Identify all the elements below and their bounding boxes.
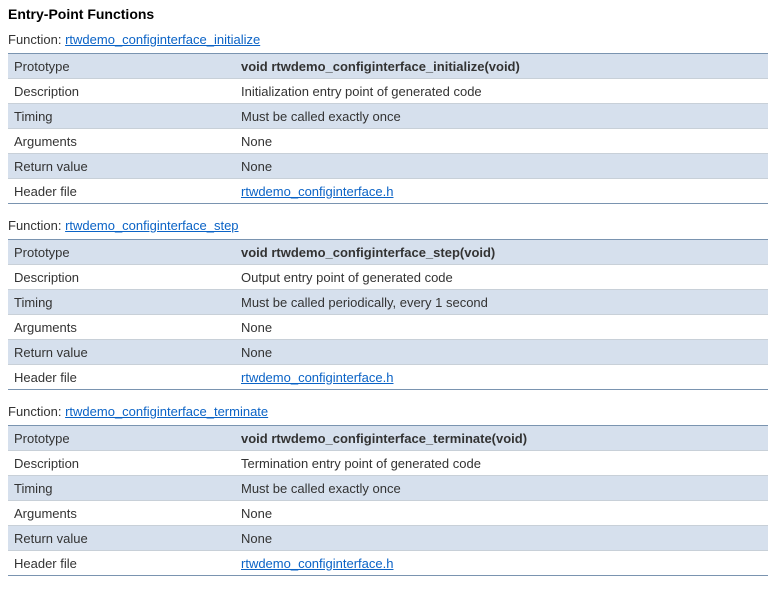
table-row: Arguments None	[8, 315, 768, 340]
table-row: Arguments None	[8, 501, 768, 526]
row-val-arguments: None	[235, 501, 768, 526]
table-row: Return value None	[8, 526, 768, 551]
function-table: Prototype void rtwdemo_configinterface_i…	[8, 53, 768, 204]
row-val-timing: Must be called exactly once	[235, 104, 768, 129]
row-key-prototype: Prototype	[8, 426, 235, 451]
row-key-arguments: Arguments	[8, 501, 235, 526]
table-row: Header file rtwdemo_configinterface.h	[8, 551, 768, 576]
function-label: Function:	[8, 218, 65, 233]
row-key-arguments: Arguments	[8, 129, 235, 154]
row-val-return: None	[235, 340, 768, 365]
header-file-link[interactable]: rtwdemo_configinterface.h	[241, 184, 393, 199]
function-name-link[interactable]: rtwdemo_configinterface_initialize	[65, 32, 260, 47]
table-row: Header file rtwdemo_configinterface.h	[8, 365, 768, 390]
row-key-description: Description	[8, 79, 235, 104]
function-label: Function:	[8, 32, 65, 47]
function-heading: Function: rtwdemo_configinterface_step	[8, 216, 768, 235]
section-title: Entry-Point Functions	[8, 6, 768, 22]
row-key-description: Description	[8, 451, 235, 476]
table-row: Description Initialization entry point o…	[8, 79, 768, 104]
table-row: Timing Must be called exactly once	[8, 476, 768, 501]
row-key-description: Description	[8, 265, 235, 290]
row-key-arguments: Arguments	[8, 315, 235, 340]
table-row: Timing Must be called periodically, ever…	[8, 290, 768, 315]
row-key-header: Header file	[8, 551, 235, 576]
table-row: Return value None	[8, 340, 768, 365]
row-val-arguments: None	[235, 129, 768, 154]
function-table: Prototype void rtwdemo_configinterface_t…	[8, 425, 768, 576]
row-val-header: rtwdemo_configinterface.h	[235, 365, 768, 390]
table-row: Return value None	[8, 154, 768, 179]
row-key-timing: Timing	[8, 290, 235, 315]
row-key-header: Header file	[8, 179, 235, 204]
row-val-prototype: void rtwdemo_configinterface_step(void)	[235, 240, 768, 265]
row-val-prototype: void rtwdemo_configinterface_terminate(v…	[235, 426, 768, 451]
row-key-prototype: Prototype	[8, 54, 235, 79]
row-key-timing: Timing	[8, 476, 235, 501]
table-row: Arguments None	[8, 129, 768, 154]
row-val-timing: Must be called periodically, every 1 sec…	[235, 290, 768, 315]
function-label: Function:	[8, 404, 65, 419]
row-key-prototype: Prototype	[8, 240, 235, 265]
row-key-return: Return value	[8, 526, 235, 551]
row-val-timing: Must be called exactly once	[235, 476, 768, 501]
row-val-description: Output entry point of generated code	[235, 265, 768, 290]
table-row: Prototype void rtwdemo_configinterface_i…	[8, 54, 768, 79]
row-key-return: Return value	[8, 340, 235, 365]
row-val-description: Initialization entry point of generated …	[235, 79, 768, 104]
row-key-header: Header file	[8, 365, 235, 390]
table-row: Prototype void rtwdemo_configinterface_t…	[8, 426, 768, 451]
row-val-header: rtwdemo_configinterface.h	[235, 179, 768, 204]
row-val-arguments: None	[235, 315, 768, 340]
table-row: Prototype void rtwdemo_configinterface_s…	[8, 240, 768, 265]
function-heading: Function: rtwdemo_configinterface_initia…	[8, 30, 768, 49]
row-val-description: Termination entry point of generated cod…	[235, 451, 768, 476]
table-row: Timing Must be called exactly once	[8, 104, 768, 129]
header-file-link[interactable]: rtwdemo_configinterface.h	[241, 370, 393, 385]
function-name-link[interactable]: rtwdemo_configinterface_step	[65, 218, 238, 233]
table-row: Header file rtwdemo_configinterface.h	[8, 179, 768, 204]
function-name-link[interactable]: rtwdemo_configinterface_terminate	[65, 404, 268, 419]
row-val-return: None	[235, 154, 768, 179]
function-table: Prototype void rtwdemo_configinterface_s…	[8, 239, 768, 390]
header-file-link[interactable]: rtwdemo_configinterface.h	[241, 556, 393, 571]
table-row: Description Output entry point of genera…	[8, 265, 768, 290]
row-key-timing: Timing	[8, 104, 235, 129]
table-row: Description Termination entry point of g…	[8, 451, 768, 476]
row-val-return: None	[235, 526, 768, 551]
row-val-header: rtwdemo_configinterface.h	[235, 551, 768, 576]
function-heading: Function: rtwdemo_configinterface_termin…	[8, 402, 768, 421]
row-key-return: Return value	[8, 154, 235, 179]
row-val-prototype: void rtwdemo_configinterface_initialize(…	[235, 54, 768, 79]
